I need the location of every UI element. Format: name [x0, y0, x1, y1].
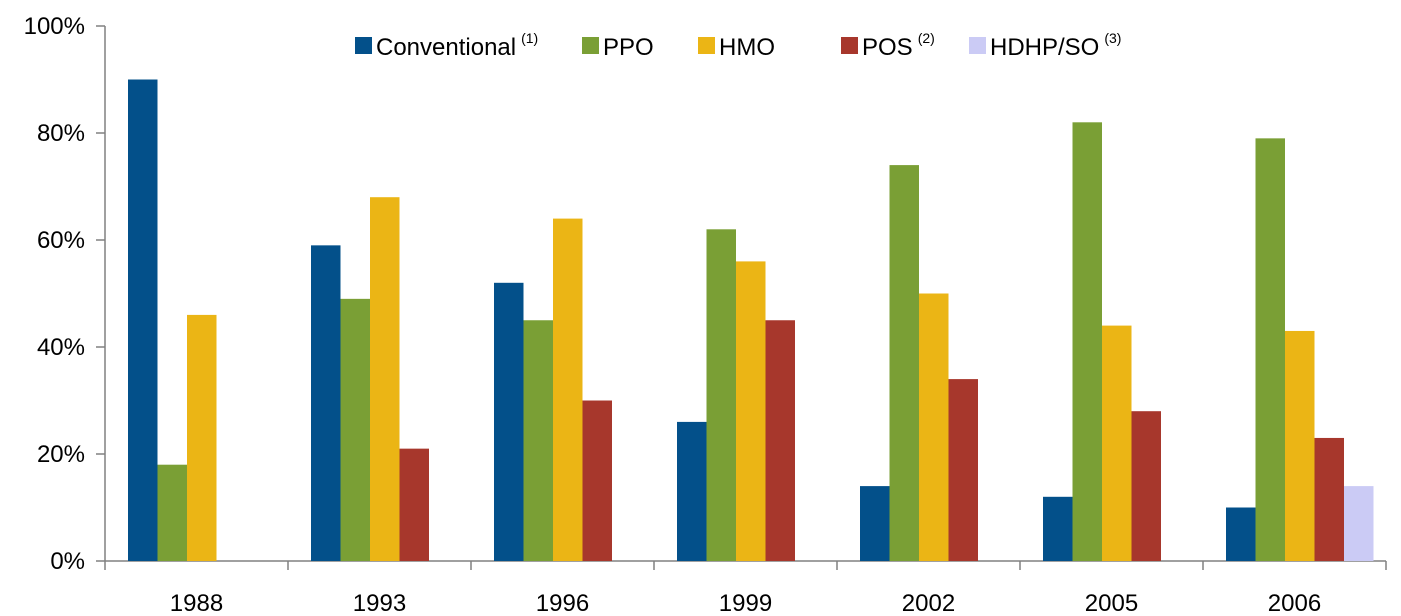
- legend-swatch: [969, 37, 986, 54]
- x-axis: 1988 1993 1996 1999 2002 2005 2006: [104, 560, 1387, 616]
- bar-hmo-2006: [1285, 330, 1315, 561]
- y-tick-label: 80%: [37, 120, 85, 147]
- bar-ppo-1999: [706, 229, 736, 562]
- x-tick-label: 2005: [1085, 590, 1138, 616]
- legend-item: HMO: [698, 34, 775, 61]
- bar-pos-1993: [399, 448, 429, 561]
- legend-swatch: [841, 37, 858, 54]
- bar-ppo-1993: [340, 298, 370, 561]
- legend: Conventional (1) PPO HMO POS (2) HDHP/SO (3): [355, 30, 1121, 61]
- y-tick-label: 40%: [37, 334, 85, 361]
- bar-conventional-2006: [1226, 507, 1256, 561]
- bar-conventional-1993: [311, 245, 341, 561]
- bar-conventional-2005: [1043, 496, 1073, 561]
- legend-swatch: [698, 37, 715, 54]
- bar-ppo-1988: [157, 464, 187, 561]
- legend-swatch: [355, 37, 372, 54]
- bar-ppo-1996: [523, 320, 553, 561]
- bar-hmo-1988: [187, 314, 217, 561]
- y-tick-label: 60%: [37, 227, 85, 254]
- legend-footnote: (3): [1104, 30, 1121, 46]
- bar-pos-2002: [948, 379, 978, 561]
- legend-label: Conventional: [376, 34, 516, 61]
- x-tick-label: 1996: [536, 590, 589, 616]
- bar-pos-2005: [1131, 411, 1161, 561]
- bar-hmo-1993: [370, 197, 400, 561]
- legend-item: HDHP/SO (3): [969, 30, 1121, 61]
- legend-item: POS (2): [841, 30, 935, 61]
- bar-ppo-2005: [1072, 122, 1102, 562]
- y-axis: 0% 20% 40% 60% 80% 100%: [24, 13, 106, 575]
- bar-pos-2006: [1314, 437, 1344, 561]
- bar-ppo-2006: [1255, 138, 1285, 561]
- bar-conventional-1988: [128, 79, 158, 561]
- bar-hmo-1999: [736, 261, 766, 561]
- y-tick-label: 0%: [50, 548, 85, 575]
- legend-footnote: (2): [918, 30, 935, 46]
- x-tick-label: 1999: [719, 590, 772, 616]
- bar-hmo-2005: [1102, 325, 1132, 561]
- bar-hdhp-so-2006: [1344, 486, 1374, 561]
- bar-hmo-1996: [553, 218, 583, 561]
- x-tick-label: 1988: [170, 590, 223, 616]
- legend-label: POS: [862, 34, 913, 61]
- bar-conventional-1999: [677, 421, 707, 561]
- legend-swatch: [582, 37, 599, 54]
- bar-hmo-2002: [919, 293, 949, 561]
- legend-footnote: (1): [521, 30, 538, 46]
- bar-ppo-2002: [889, 165, 919, 561]
- legend-label: PPO: [603, 34, 654, 61]
- bar-conventional-1996: [494, 282, 524, 561]
- x-tick-label: 2006: [1268, 590, 1321, 616]
- legend-label: HMO: [719, 34, 775, 61]
- legend-item: Conventional (1): [355, 30, 538, 61]
- legend-label: HDHP/SO: [990, 34, 1099, 61]
- bar-pos-1999: [765, 320, 795, 561]
- x-tick-label: 1993: [353, 590, 406, 616]
- bar-conventional-2002: [860, 486, 890, 561]
- bar-pos-1996: [582, 400, 612, 561]
- y-tick-label: 100%: [24, 13, 85, 40]
- y-tick-label: 20%: [37, 441, 85, 468]
- x-tick-label: 2002: [902, 590, 955, 616]
- legend-item: PPO: [582, 34, 654, 61]
- bars: [128, 79, 1374, 562]
